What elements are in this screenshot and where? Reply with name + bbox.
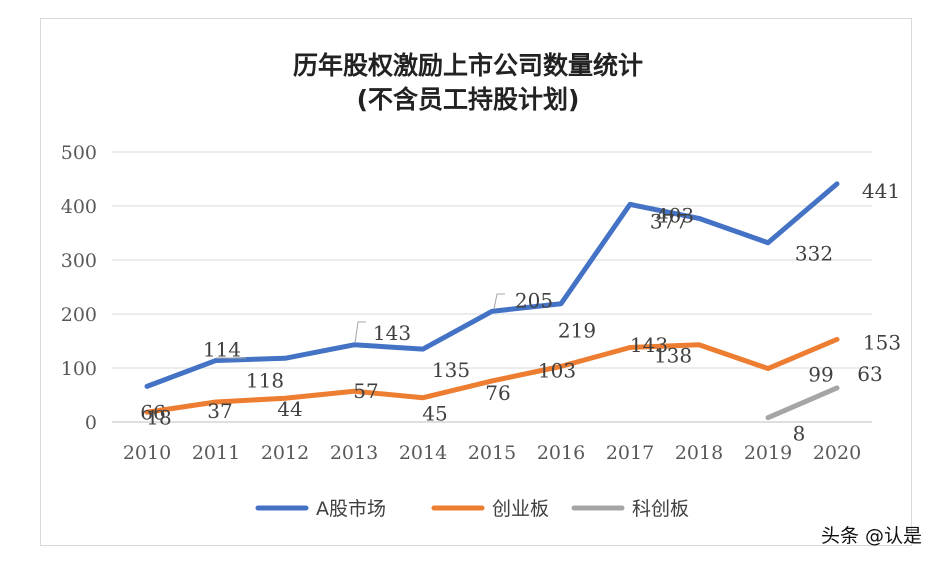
- data-label: 403: [656, 203, 694, 227]
- chart-frame: [40, 18, 912, 546]
- data-label: 143: [630, 333, 668, 357]
- series-line: [144, 181, 840, 389]
- x-tick-label: 2016: [537, 442, 585, 464]
- data-label: 103: [538, 358, 576, 382]
- series-line: [144, 336, 840, 415]
- data-label: 57: [353, 379, 378, 403]
- x-tick-label: 2011: [192, 442, 240, 464]
- y-tick-label: 500: [61, 142, 97, 164]
- data-label: 8: [793, 422, 806, 446]
- data-label: 118: [246, 368, 284, 392]
- leader-line: [493, 293, 505, 310]
- series-line: [765, 385, 840, 421]
- data-label: 99: [808, 363, 833, 387]
- y-tick-label: 200: [61, 304, 97, 326]
- x-tick-label: 2013: [330, 442, 378, 464]
- x-tick-label: 2020: [813, 442, 861, 464]
- data-label: 76: [485, 381, 510, 405]
- data-label: 143: [373, 321, 411, 345]
- data-label: 205: [515, 288, 553, 312]
- chart-title: 历年股权激励上市公司数量统计: [292, 51, 643, 80]
- x-tick-label: 2012: [261, 442, 309, 464]
- y-tick-label: 0: [85, 412, 97, 434]
- data-label: 37: [207, 399, 232, 423]
- data-label: 219: [558, 319, 596, 343]
- data-label: 66: [140, 400, 165, 424]
- x-tick-label: 2015: [468, 442, 516, 464]
- y-tick-label: 300: [61, 250, 97, 272]
- x-tick-label: 2017: [606, 442, 654, 464]
- legend-label: A股市场: [316, 498, 386, 520]
- legend-label: 创业板: [492, 498, 549, 520]
- data-label: 45: [422, 402, 447, 426]
- watermark: 头条 @认是: [820, 525, 922, 547]
- x-tick-label: 2014: [399, 442, 447, 464]
- data-label: 135: [432, 358, 470, 382]
- x-tick-label: 2018: [675, 442, 723, 464]
- leader-line: [354, 321, 366, 344]
- data-label: 18: [146, 405, 171, 429]
- data-label: 63: [857, 362, 882, 386]
- legend-label: 科创板: [632, 498, 689, 520]
- data-label: 377: [650, 209, 688, 233]
- data-label: 138: [654, 343, 692, 367]
- data-label: 44: [277, 397, 302, 421]
- chart-subtitle: (不含员工持股计划): [356, 85, 580, 114]
- y-tick-label: 100: [61, 358, 97, 380]
- x-tick-label: 2019: [744, 442, 792, 464]
- data-label: 332: [795, 242, 833, 266]
- data-label: 441: [862, 179, 900, 203]
- y-tick-label: 400: [61, 196, 97, 218]
- data-label: 114: [203, 337, 241, 361]
- data-label: 153: [863, 330, 901, 354]
- x-tick-label: 2010: [123, 442, 171, 464]
